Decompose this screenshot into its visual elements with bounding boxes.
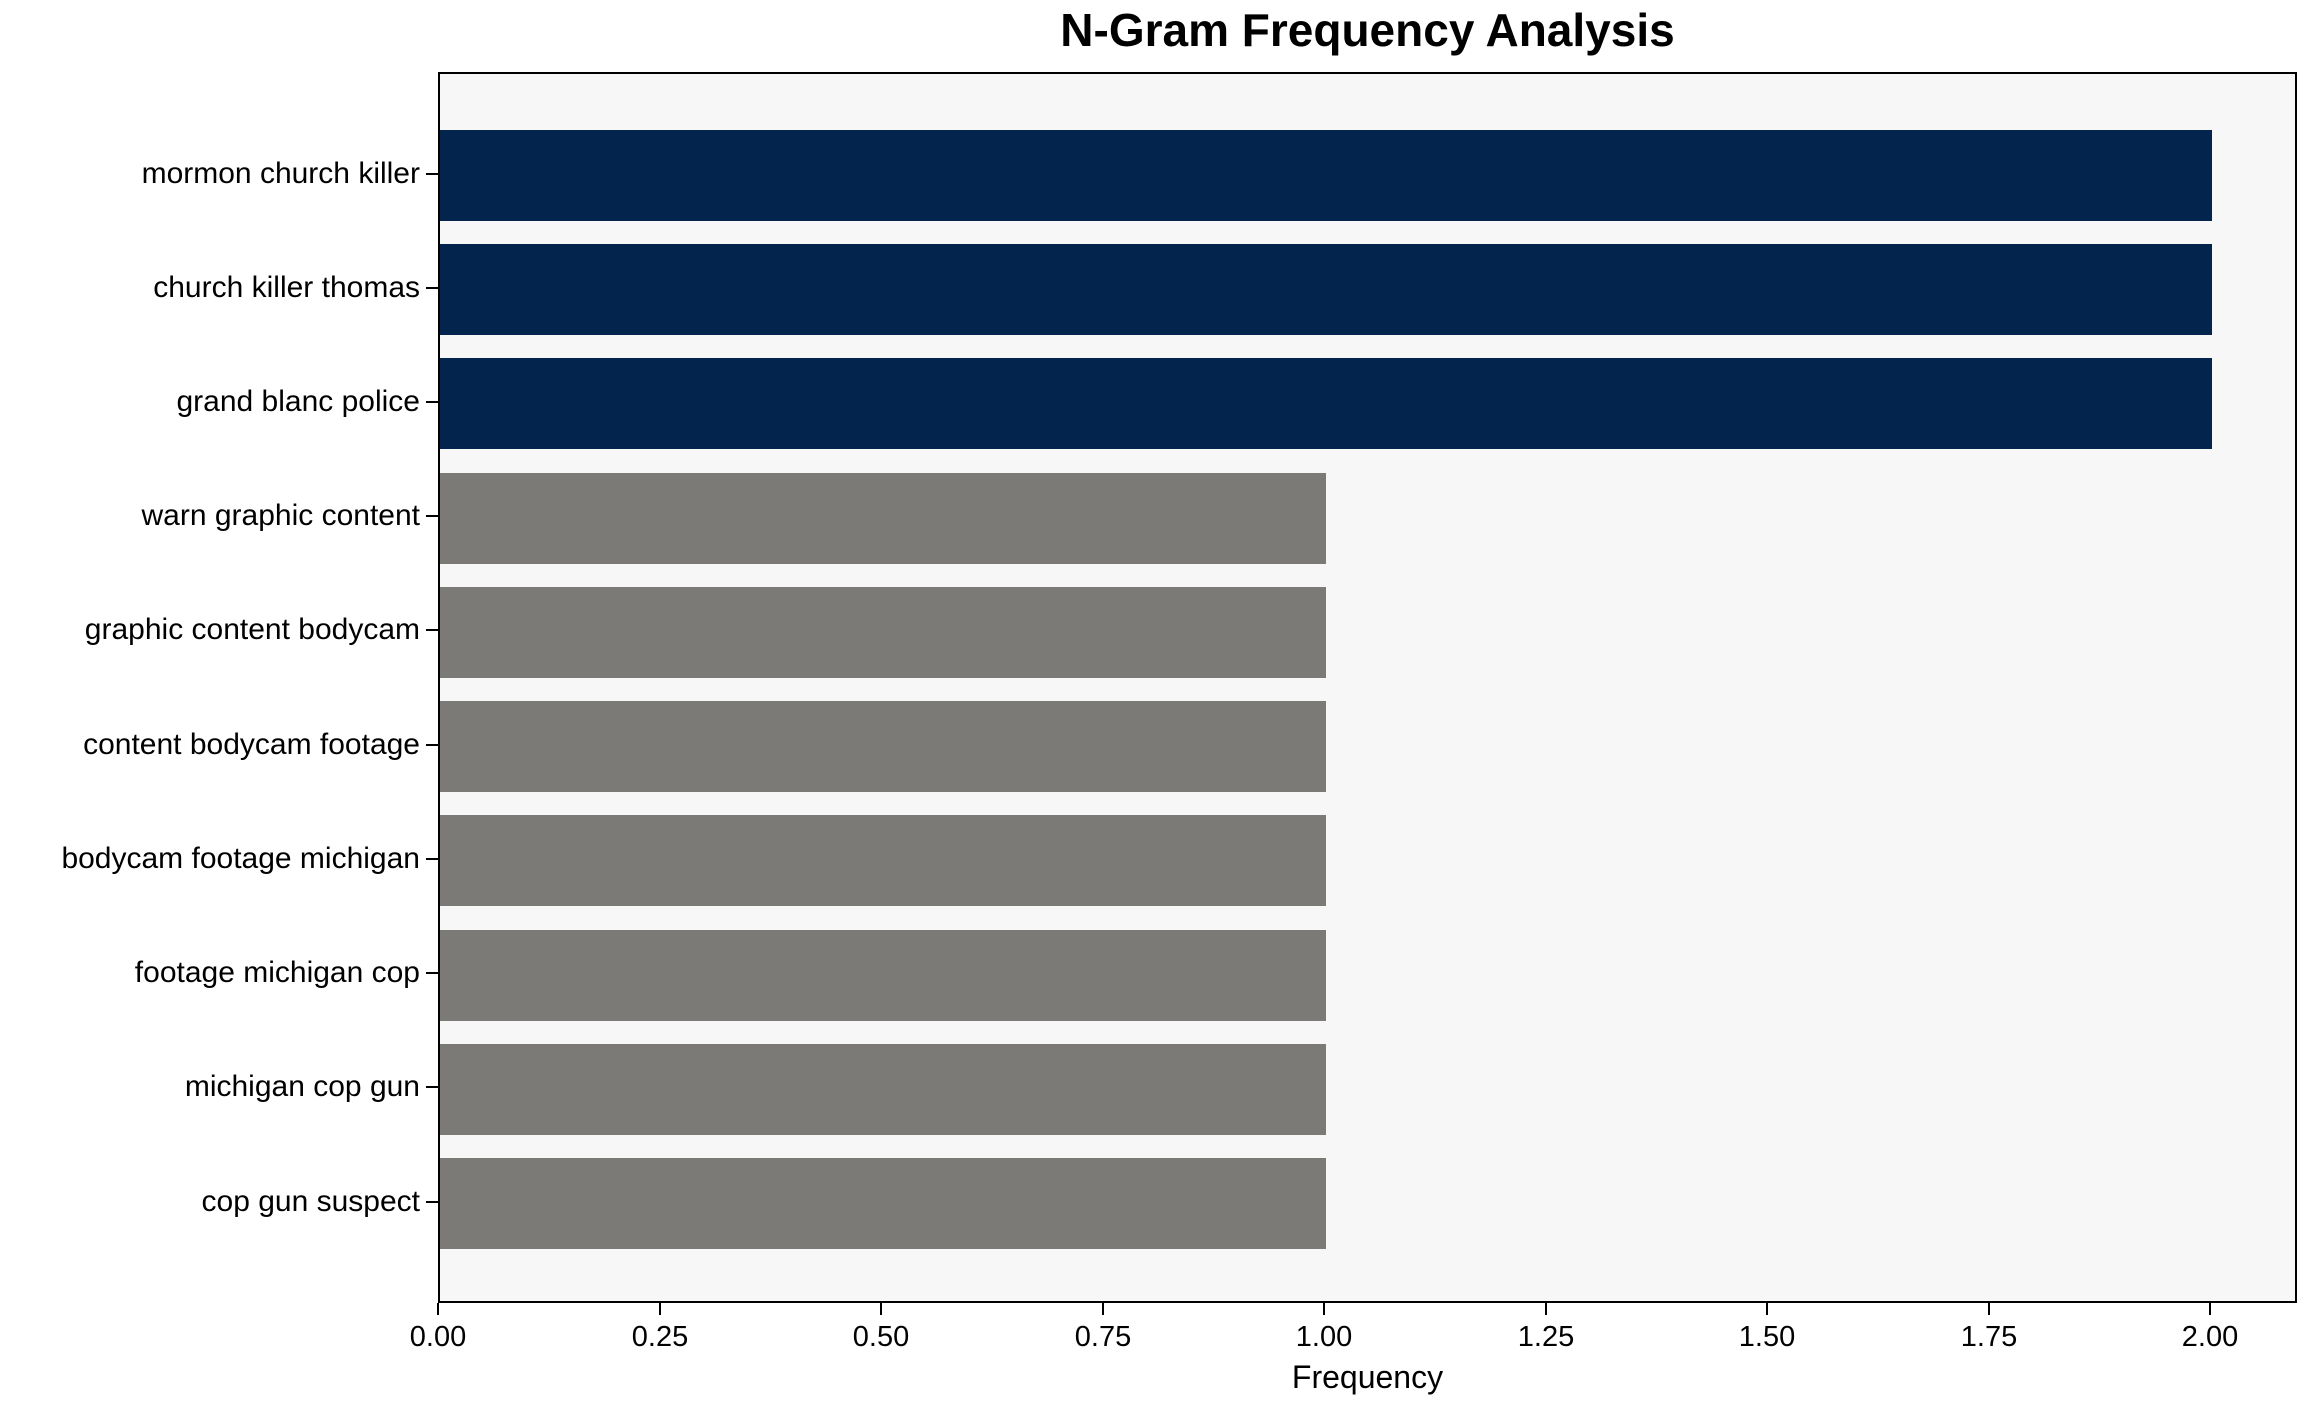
x-tick-label: 0.50 [852,1321,910,1353]
y-tick-mark [426,1086,438,1088]
bar-michigan-cop-gun [440,1044,1326,1135]
x-tick-mark [880,1303,882,1315]
bar-content-bodycam-footage [440,701,1326,792]
x-tick-mark [2209,1303,2211,1315]
y-axis-label: graphic content bodycam [84,613,420,646]
x-tick-label: 1.25 [1517,1321,1575,1353]
bar-footage-michigan-cop [440,930,1326,1021]
x-tick-label: 0.75 [1074,1321,1132,1353]
bar-mormon-church-killer [440,130,2212,221]
x-tick-label: 0.25 [631,1321,689,1353]
x-tick-mark [1102,1303,1104,1315]
x-tick-label: 1.50 [1738,1321,1796,1353]
x-tick-mark [1988,1303,1990,1315]
y-tick-mark [426,1201,438,1203]
y-tick-mark [426,744,438,746]
bar-graphic-content-bodycam [440,587,1326,678]
y-tick-mark [426,972,438,974]
x-tick-mark [1545,1303,1547,1315]
y-axis-label: church killer thomas [153,271,420,304]
x-tick-label: 1.00 [1295,1321,1353,1353]
y-axis-label: warn graphic content [141,499,421,532]
x-tick-mark [437,1303,439,1315]
x-tick-mark [1766,1303,1768,1315]
y-tick-mark [426,401,438,403]
y-tick-mark [426,515,438,517]
y-axis-label: cop gun suspect [201,1185,420,1218]
x-axis-title: Frequency [1291,1359,1444,1395]
x-tick-label: 0.00 [409,1321,467,1353]
y-tick-mark [426,629,438,631]
bar-church-killer-thomas [440,244,2212,335]
bar-bodycam-footage-michigan [440,815,1326,906]
y-axis-label: mormon church killer [141,157,420,190]
y-axis-label: footage michigan cop [134,956,420,989]
x-tick-mark [659,1303,661,1315]
y-axis-label: bodycam footage michigan [61,842,420,875]
bar-grand-blanc-police [440,358,2212,449]
x-tick-label: 2.00 [2181,1321,2239,1353]
y-tick-mark [426,287,438,289]
chart-title: N-Gram Frequency Analysis [1060,4,1675,56]
y-axis-label: michigan cop gun [184,1070,420,1103]
plot-area [438,72,2297,1303]
bar-warn-graphic-content [440,473,1326,564]
bar-cop-gun-suspect [440,1158,1326,1249]
y-axis-label: content bodycam footage [83,728,420,761]
y-tick-mark [426,858,438,860]
y-tick-mark [426,173,438,175]
x-tick-mark [1323,1303,1325,1315]
x-tick-label: 1.75 [1960,1321,2018,1353]
y-axis-label: grand blanc police [176,385,420,418]
